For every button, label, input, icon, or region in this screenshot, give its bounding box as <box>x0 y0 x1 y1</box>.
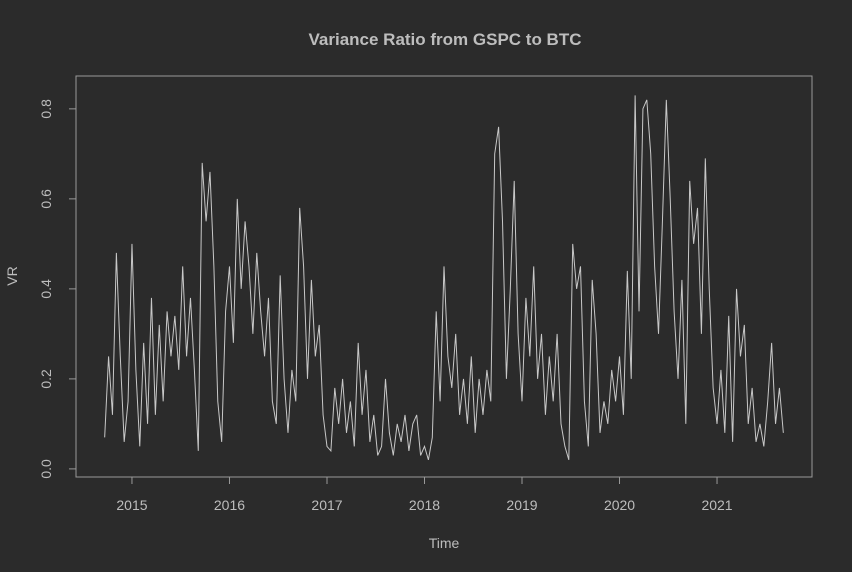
x-tick-label: 2016 <box>214 497 245 513</box>
y-axis-label: VR <box>4 266 20 285</box>
y-tick-label: 0.6 <box>38 189 54 209</box>
y-tick-label: 0.0 <box>38 459 54 479</box>
x-tick-label: 2018 <box>409 497 440 513</box>
y-tick-label: 0.8 <box>38 99 54 119</box>
x-tick-label: 2020 <box>604 497 635 513</box>
series-line <box>104 95 784 461</box>
x-axis-label: Time <box>429 535 460 551</box>
x-tick-label: 2019 <box>506 497 537 513</box>
y-tick-label: 0.4 <box>38 279 54 299</box>
x-tick-label: 2021 <box>701 497 732 513</box>
x-tick-label: 2017 <box>311 497 342 513</box>
x-tick-label: 2015 <box>116 497 147 513</box>
plot-frame <box>75 75 813 478</box>
chart-title: Variance Ratio from GSPC to BTC <box>309 30 582 49</box>
y-tick-label: 0.2 <box>38 369 54 389</box>
